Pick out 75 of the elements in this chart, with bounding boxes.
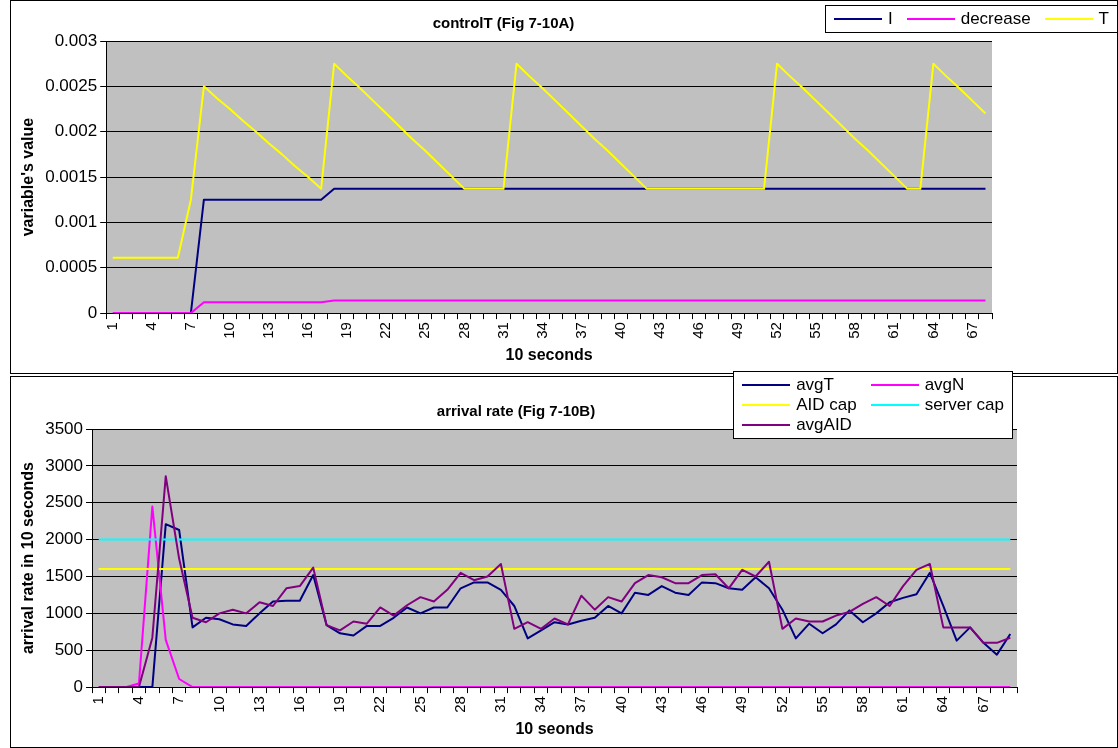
x-tick-label: 49 [728,322,746,339]
chart-title: arrival rate (Fig 7-10B) [436,402,596,420]
x-tick-label: 16 [289,696,307,713]
x-tick-label: 16 [298,322,316,339]
y-tick-label: 0.003 [54,30,98,50]
x-tick-label: 40 [610,322,628,339]
x-tick-label: 31 [491,696,509,713]
y-tick-label: 3500 [45,418,84,438]
x-tick-label: 28 [450,696,468,713]
x-tick-label: 46 [692,696,710,713]
x-tick-label: 67 [973,696,991,713]
x-tick-label: 10 [220,322,238,339]
y-axis-title: variable's value [19,117,37,237]
legend-label: decrease [960,9,1031,29]
legend-label: avgN [924,375,965,395]
x-tick-label: 67 [962,322,980,339]
y-tick-label: 0.0015 [45,166,98,186]
x-tick-label: 10 [209,696,227,713]
x-tick-label: 58 [852,696,870,713]
x-tick-label: 25 [410,696,428,713]
y-tick-label: 0 [87,302,98,322]
y-tick-label: 2000 [45,529,84,549]
legend-label: AID cap [796,395,857,415]
x-tick-label: 64 [923,322,941,339]
legend-label: avgAID [796,415,852,435]
x-tick-label: 64 [933,696,951,713]
x-tick-label: 61 [884,322,902,339]
x-tick-label: 25 [415,322,433,339]
x-tick-label: 31 [493,322,511,339]
x-tick-label: 43 [649,322,667,339]
x-tick-label: 13 [249,696,267,713]
y-axis-title: arrival rate in 10 seconds [19,461,37,655]
x-tick-label: 19 [330,696,348,713]
legend-label: I [887,9,893,29]
y-tick-label: 2500 [45,492,84,512]
x-tick-label: 52 [767,322,785,339]
x-tick-label: 28 [454,322,472,339]
y-tick-label: 0 [73,676,84,696]
y-tick-label: 1500 [45,566,84,586]
x-tick-label: 37 [571,322,589,339]
legend-label: avgT [796,375,834,395]
y-tick-label: 0.002 [54,121,98,141]
x-tick-label: 40 [611,696,629,713]
x-tick-label: 58 [845,322,863,339]
y-tick-label: 0.001 [54,212,98,232]
x-tick-label: 55 [806,322,824,339]
x-tick-label: 61 [893,696,911,713]
legend-label: server cap [924,395,1004,415]
x-tick-label: 34 [531,696,549,713]
y-tick-label: 500 [54,639,84,659]
y-tick-label: 1000 [45,603,84,623]
y-tick-label: 0.0005 [45,257,98,277]
x-tick-label: 55 [812,696,830,713]
x-axis-title: 10 seonds [515,719,594,737]
x-tick-label: 13 [259,322,277,339]
x-axis-title: 10 seconds [505,345,593,363]
x-tick-label: 7 [181,322,199,331]
chart-title: controlT (Fig 7-10A) [432,14,575,32]
x-tick-label: 37 [571,696,589,713]
x-tick-label: 34 [532,322,550,339]
x-tick-label: 1 [102,322,120,331]
x-tick-label: 22 [376,322,394,339]
y-tick-label: 3000 [45,455,84,475]
x-tick-label: 46 [689,322,707,339]
x-tick-label: 52 [772,696,790,713]
x-tick-label: 4 [129,696,147,705]
x-tick-label: 4 [141,322,159,331]
x-tick-label: 49 [732,696,750,713]
x-tick-label: 7 [169,696,187,705]
x-tick-label: 22 [370,696,388,713]
legend-label: T [1098,9,1109,29]
x-tick-label: 19 [337,322,355,339]
x-tick-label: 43 [651,696,669,713]
x-tick-label: 1 [88,696,106,705]
y-tick-label: 0.0025 [45,76,98,96]
